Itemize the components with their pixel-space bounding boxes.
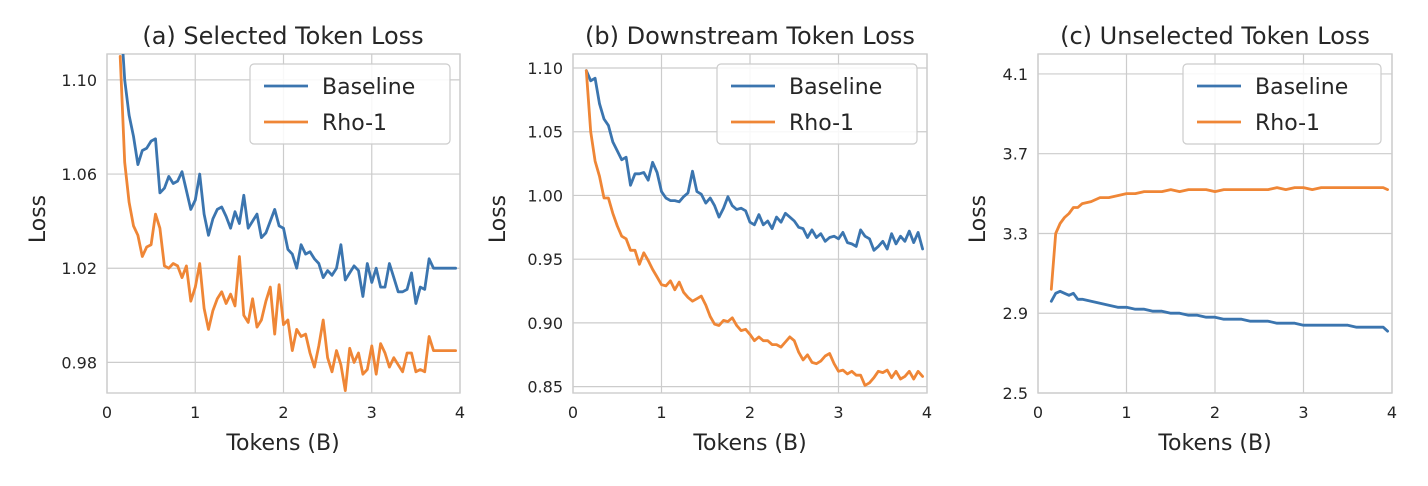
y-tick-label: 0.95 (527, 250, 563, 269)
panel-selected-token-loss: (a) Selected Token Loss Tokens (B) Loss … (26, 22, 465, 456)
x-axis-label: Tokens (B) (1157, 431, 1271, 456)
baseline-series-line (121, 54, 458, 305)
y-tick-label: 3.3 (1003, 224, 1028, 243)
legend-box (249, 63, 451, 145)
y-tick-label: 2.9 (1003, 304, 1028, 323)
x-tick-label: 4 (922, 403, 932, 422)
legend: Baseline Rho-1 (716, 63, 918, 145)
y-tick-label: 2.5 (1003, 384, 1028, 403)
legend-label-baseline: Baseline (1255, 75, 1348, 100)
panel-downstream-token-loss: (b) Downstream Token Loss Tokens (B) Los… (486, 22, 932, 456)
panel-unselected-token-loss: (c) Unselected Token Loss Tokens (B) Los… (966, 22, 1397, 456)
x-axis-label: Tokens (B) (692, 431, 806, 456)
y-tick-label: 0.85 (527, 378, 563, 397)
x-tick-label: 1 (656, 403, 666, 422)
legend-label-rho1: Rho-1 (322, 111, 387, 136)
x-tick-label: 4 (455, 403, 465, 422)
plot-frame (572, 53, 928, 394)
baseline-series-line (584, 69, 924, 252)
y-tick-label: 1.00 (527, 186, 563, 205)
x-axis-label: Tokens (B) (225, 431, 339, 456)
y-tick-label: 3.7 (1003, 145, 1028, 164)
x-tick-label: 1 (190, 403, 200, 422)
y-tick-label: 0.90 (527, 314, 563, 333)
legend-label-rho1: Rho-1 (1255, 111, 1320, 136)
x-tick-label: 0 (1033, 403, 1043, 422)
x-tick-label: 3 (1298, 403, 1308, 422)
x-tick-label: 0 (568, 403, 578, 422)
rho1-series-line (1049, 186, 1389, 291)
chart-title: (b) Downstream Token Loss (585, 22, 915, 50)
y-tick-label: 0.98 (61, 353, 97, 372)
baseline-series-line (1049, 289, 1389, 333)
plot-frame (1037, 53, 1393, 394)
x-tick-label: 3 (367, 403, 377, 422)
legend: Baseline Rho-1 (1182, 63, 1382, 145)
chart-title: (c) Unselected Token Loss (1060, 22, 1370, 50)
legend-box (1182, 63, 1382, 145)
y-tick-label: 1.05 (527, 123, 563, 142)
y-tick-label: 1.06 (61, 165, 97, 184)
legend: Baseline Rho-1 (249, 63, 451, 145)
rho1-series-line (584, 69, 924, 387)
legend-box (716, 63, 918, 145)
legend-label-rho1: Rho-1 (789, 111, 854, 136)
rho1-series-line (118, 55, 458, 393)
plot-frame (106, 53, 461, 394)
y-tick-label: 4.1 (1003, 65, 1028, 84)
legend-label-baseline: Baseline (789, 75, 882, 100)
chart-title: (a) Selected Token Loss (142, 22, 423, 50)
x-tick-label: 3 (833, 403, 843, 422)
x-tick-label: 0 (102, 403, 112, 422)
y-axis-label: Loss (966, 195, 991, 243)
x-tick-label: 4 (1387, 403, 1397, 422)
x-tick-label: 1 (1121, 403, 1131, 422)
x-tick-label: 2 (278, 403, 288, 422)
y-tick-label: 1.02 (61, 259, 97, 278)
y-tick-label: 1.10 (527, 59, 563, 78)
x-tick-label: 2 (745, 403, 755, 422)
y-axis-label: Loss (486, 195, 511, 243)
y-tick-label: 1.10 (61, 71, 97, 90)
y-axis-label: Loss (26, 195, 51, 243)
x-tick-label: 2 (1210, 403, 1220, 422)
legend-label-baseline: Baseline (322, 75, 415, 100)
